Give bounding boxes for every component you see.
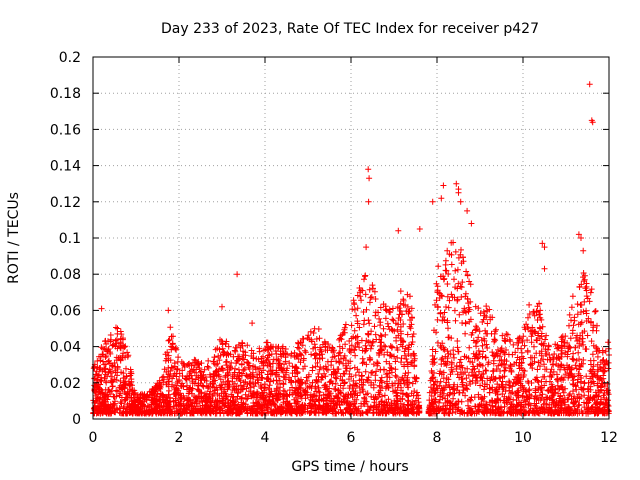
y-tick-label: 0.16 bbox=[50, 122, 81, 138]
y-tick-label: 0.1 bbox=[59, 231, 81, 247]
x-tick-label: 8 bbox=[433, 430, 442, 446]
x-tick-label: 12 bbox=[600, 430, 618, 446]
x-tick-label: 4 bbox=[261, 430, 270, 446]
data-points bbox=[90, 81, 612, 417]
y-tick-label: 0.04 bbox=[50, 340, 81, 356]
y-tick-label: 0.08 bbox=[50, 267, 81, 283]
grid-lines bbox=[93, 57, 609, 419]
y-tick-label: 0 bbox=[72, 412, 81, 428]
axis-ticks: 0 2 4 6 8 10 12 0 0.02 0.04 0.06 0.08 0.1 0.12 0.14 0.1… bbox=[50, 50, 618, 446]
x-axis-label: GPS time / hours bbox=[291, 459, 408, 475]
y-axis-label: ROTI / TECUs bbox=[6, 192, 22, 284]
x-tick-label: 0 bbox=[89, 430, 98, 446]
y-tick-label: 0.2 bbox=[59, 50, 81, 66]
y-tick-label: 0.12 bbox=[50, 195, 81, 211]
y-tick-label: 0.06 bbox=[50, 303, 81, 319]
x-tick-label: 10 bbox=[514, 430, 532, 446]
roti-markers bbox=[90, 81, 612, 417]
x-tick-label: 2 bbox=[175, 430, 184, 446]
y-tick-label: 0.02 bbox=[50, 376, 81, 392]
chart-title: Day 233 of 2023, Rate Of TEC Index for r… bbox=[161, 21, 539, 37]
x-tick-label: 6 bbox=[347, 430, 356, 446]
y-tick-label: 0.18 bbox=[50, 86, 81, 102]
y-tick-label: 0.14 bbox=[50, 159, 81, 175]
